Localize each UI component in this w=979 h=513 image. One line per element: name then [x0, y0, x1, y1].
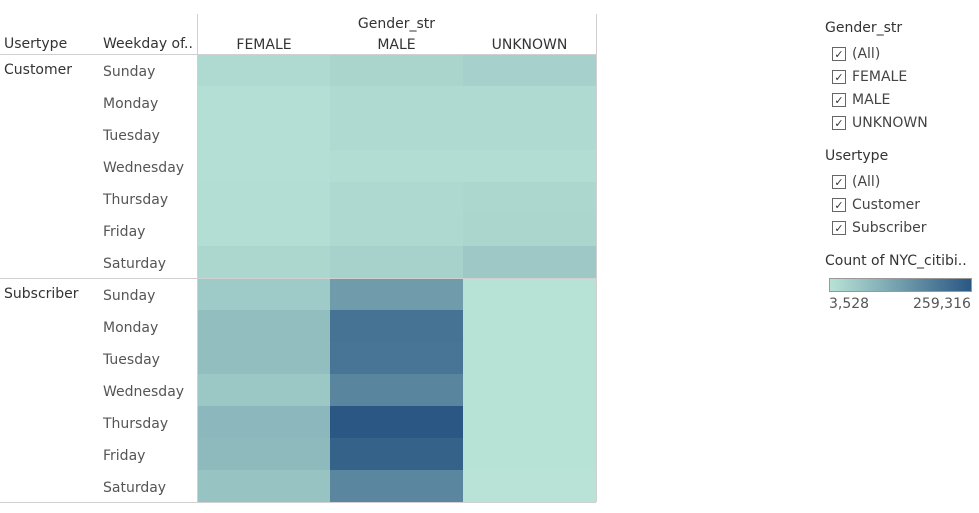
checkbox-icon[interactable]: ✓ — [832, 47, 846, 61]
heatmap-cell-subscriber-tuesday-unknown[interactable] — [463, 342, 596, 374]
row-label-wednesday: Wednesday — [103, 160, 184, 176]
row-label-friday: Friday — [103, 448, 145, 464]
heatmap-cell-customer-wednesday-unknown[interactable] — [463, 150, 596, 182]
row-label-monday: Monday — [103, 96, 158, 112]
filter-option-label: MALE — [852, 92, 891, 108]
heatmap-cell-subscriber-sunday-male[interactable] — [330, 278, 463, 310]
column-label-male: MALE — [377, 37, 415, 53]
row-header-weekday: Weekday of.. — [103, 36, 193, 52]
filter-option-usertype-subscriber[interactable]: ✓ Subscriber — [832, 220, 927, 236]
heatmap-cell-customer-sunday-male[interactable] — [330, 54, 463, 86]
heatmap-cell-subscriber-wednesday-unknown[interactable] — [463, 374, 596, 406]
heatmap-cell-customer-saturday-female[interactable] — [198, 246, 330, 278]
heatmap-cell-customer-saturday-unknown[interactable] — [463, 246, 596, 278]
row-label-sunday: Sunday — [103, 64, 155, 80]
filter-title-usertype: Usertype — [825, 148, 889, 164]
row-label-thursday: Thursday — [102, 192, 168, 208]
heatmap-cell-subscriber-saturday-female[interactable] — [198, 470, 330, 502]
column-label-unknown: UNKNOWN — [492, 37, 568, 53]
filter-title-gender_str: Gender_str — [825, 20, 903, 36]
heatmap-cell-customer-friday-unknown[interactable] — [463, 214, 596, 246]
heatmap-cell-customer-friday-female[interactable] — [198, 214, 330, 246]
heatmap-cell-customer-tuesday-unknown[interactable] — [463, 118, 596, 150]
checkbox-icon[interactable]: ✓ — [832, 198, 846, 212]
heatmap-cell-subscriber-friday-male[interactable] — [330, 438, 463, 470]
filter-option-gender_str-all[interactable]: ✓ (All) — [832, 46, 880, 62]
row-label-sunday: Sunday — [103, 288, 155, 304]
checkbox-icon[interactable]: ✓ — [832, 116, 846, 130]
heatmap-cell-customer-monday-unknown[interactable] — [463, 86, 596, 118]
heatmap-cell-customer-wednesday-male[interactable] — [330, 150, 463, 182]
checkbox-icon[interactable]: ✓ — [832, 221, 846, 235]
heatmap-cell-customer-sunday-unknown[interactable] — [463, 54, 596, 86]
color-legend-bar — [829, 278, 972, 292]
column-label-female: FEMALE — [236, 37, 291, 53]
heatmap-cell-customer-friday-male[interactable] — [330, 214, 463, 246]
row-label-thursday: Thursday — [102, 416, 168, 432]
checkbox-icon[interactable]: ✓ — [832, 175, 846, 189]
group-label-subscriber: Subscriber — [4, 286, 79, 302]
heatmap-cell-subscriber-monday-male[interactable] — [330, 310, 463, 342]
heatmap-cell-customer-monday-female[interactable] — [198, 86, 330, 118]
row-header-usertype: Usertype — [4, 36, 68, 52]
filter-option-label: FEMALE — [852, 69, 908, 85]
heatmap-cell-subscriber-wednesday-male[interactable] — [330, 374, 463, 406]
filter-option-label: Customer — [852, 197, 921, 213]
color-legend-max: 259,316 — [913, 296, 971, 312]
filter-option-label: UNKNOWN — [852, 115, 928, 131]
filter-option-gender_str-male[interactable]: ✓ MALE — [832, 92, 890, 108]
column-field-title: Gender_str — [357, 16, 436, 32]
heatmap-cell-subscriber-monday-female[interactable] — [198, 310, 330, 342]
row-label-tuesday: Tuesday — [102, 128, 160, 144]
row-label-saturday: Saturday — [103, 256, 166, 272]
group-label-customer: Customer — [4, 62, 73, 78]
row-label-tuesday: Tuesday — [102, 352, 160, 368]
row-label-saturday: Saturday — [103, 480, 166, 496]
heatmap-cell-subscriber-thursday-male[interactable] — [330, 406, 463, 438]
filter-option-label: (All) — [852, 46, 881, 62]
heatmap-cell-subscriber-wednesday-female[interactable] — [198, 374, 330, 406]
heatmap-cell-customer-sunday-female[interactable] — [198, 54, 330, 86]
checkbox-icon[interactable]: ✓ — [832, 93, 846, 107]
filter-option-gender_str-female[interactable]: ✓ FEMALE — [832, 69, 907, 85]
color-legend-title: Count of NYC_citibi.. — [825, 253, 967, 269]
heatmap-cell-customer-tuesday-female[interactable] — [198, 118, 330, 150]
heatmap-cell-subscriber-saturday-unknown[interactable] — [463, 470, 596, 502]
filter-option-usertype-customer[interactable]: ✓ Customer — [832, 197, 920, 213]
heatmap-cell-subscriber-sunday-unknown[interactable] — [463, 278, 596, 310]
heatmap-cell-subscriber-tuesday-male[interactable] — [330, 342, 463, 374]
heatmap-cell-subscriber-tuesday-female[interactable] — [198, 342, 330, 374]
filter-option-usertype-all[interactable]: ✓ (All) — [832, 174, 880, 190]
heatmap-cell-subscriber-friday-female[interactable] — [198, 438, 330, 470]
heatmap-cell-customer-tuesday-male[interactable] — [330, 118, 463, 150]
heatmap-cell-customer-wednesday-female[interactable] — [198, 150, 330, 182]
checkbox-icon[interactable]: ✓ — [832, 70, 846, 84]
row-label-wednesday: Wednesday — [103, 384, 184, 400]
heatmap-cell-customer-thursday-unknown[interactable] — [463, 182, 596, 214]
heatmap-cell-subscriber-monday-unknown[interactable] — [463, 310, 596, 342]
heatmap-cell-subscriber-friday-unknown[interactable] — [463, 438, 596, 470]
heatmap-cell-subscriber-thursday-female[interactable] — [198, 406, 330, 438]
heatmap-cell-subscriber-thursday-unknown[interactable] — [463, 406, 596, 438]
row-label-friday: Friday — [103, 224, 145, 240]
heatmap-cell-customer-monday-male[interactable] — [330, 86, 463, 118]
row-label-monday: Monday — [103, 320, 158, 336]
heatmap-cell-customer-thursday-male[interactable] — [330, 182, 463, 214]
filter-option-label: Subscriber — [852, 220, 927, 236]
filter-option-gender_str-unknown[interactable]: ✓ UNKNOWN — [832, 115, 928, 131]
color-legend-min: 3,528 — [829, 296, 870, 312]
heatmap-cell-subscriber-sunday-female[interactable] — [198, 278, 330, 310]
heatmap-cell-customer-saturday-male[interactable] — [330, 246, 463, 278]
heatmap-cell-customer-thursday-female[interactable] — [198, 182, 330, 214]
heatmap-cell-subscriber-saturday-male[interactable] — [330, 470, 463, 502]
filter-option-label: (All) — [852, 174, 881, 190]
